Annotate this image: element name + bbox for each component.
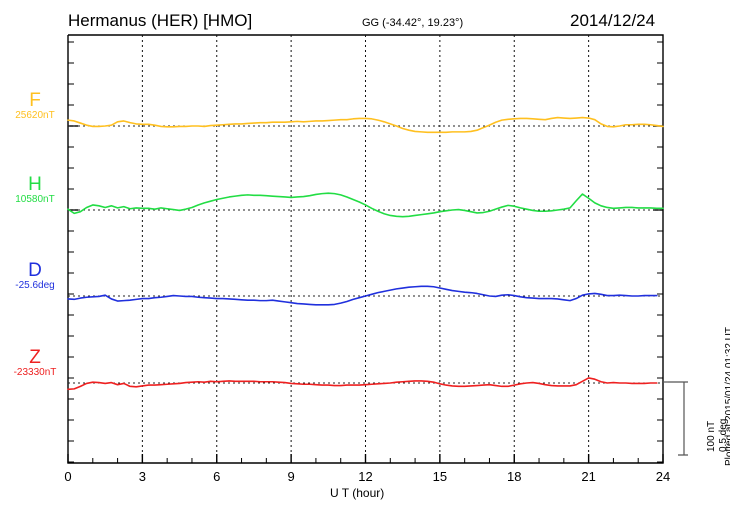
component-label-h: H 10580nT: [6, 175, 64, 206]
plot-date: 2014/12/24: [570, 11, 656, 30]
trace-h: [67, 192, 664, 218]
xtick-label: 0: [64, 469, 71, 484]
xtick-label: 3: [139, 469, 146, 484]
component-baseline-d: -25.6deg: [15, 280, 55, 291]
xtick-label: 15: [433, 469, 447, 484]
trace-f: [67, 116, 664, 134]
scale-bar: [668, 381, 688, 456]
xaxis-title: U T (hour): [330, 486, 385, 500]
xtick-label: 12: [358, 469, 372, 484]
trace-z: [67, 377, 658, 391]
xtick-label: 6: [213, 469, 220, 484]
station-title: Hermanus (HER) [HMO]: [68, 11, 253, 30]
xtick-label: 21: [581, 469, 595, 484]
component-label-d: D -25.6deg: [6, 261, 64, 292]
plot-frame: [67, 34, 664, 464]
component-label-z: Z -23330nT: [6, 348, 64, 379]
component-baseline-z: -23330nT: [13, 367, 57, 378]
xtick-label: 18: [507, 469, 521, 484]
component-baseline-f: 25620nT: [15, 110, 55, 121]
component-symbol-z: Z: [29, 347, 41, 368]
xtick-label: 24: [656, 469, 670, 484]
plotted-at-text: Plotted at 2015/01/24 01:32 UT: [724, 327, 730, 466]
component-label-f: F 25620nT: [6, 91, 64, 122]
scalebar-nt-label: 100 nT: [706, 420, 717, 452]
component-symbol-f: F: [29, 90, 41, 111]
component-baseline-h: 10580nT: [15, 194, 55, 205]
xtick-label: 9: [288, 469, 295, 484]
component-symbol-h: H: [28, 174, 42, 195]
component-symbol-d: D: [28, 260, 42, 281]
geographic-coordinates: GG (-34.42°, 19.23°): [362, 17, 464, 29]
trace-d: [67, 285, 658, 306]
